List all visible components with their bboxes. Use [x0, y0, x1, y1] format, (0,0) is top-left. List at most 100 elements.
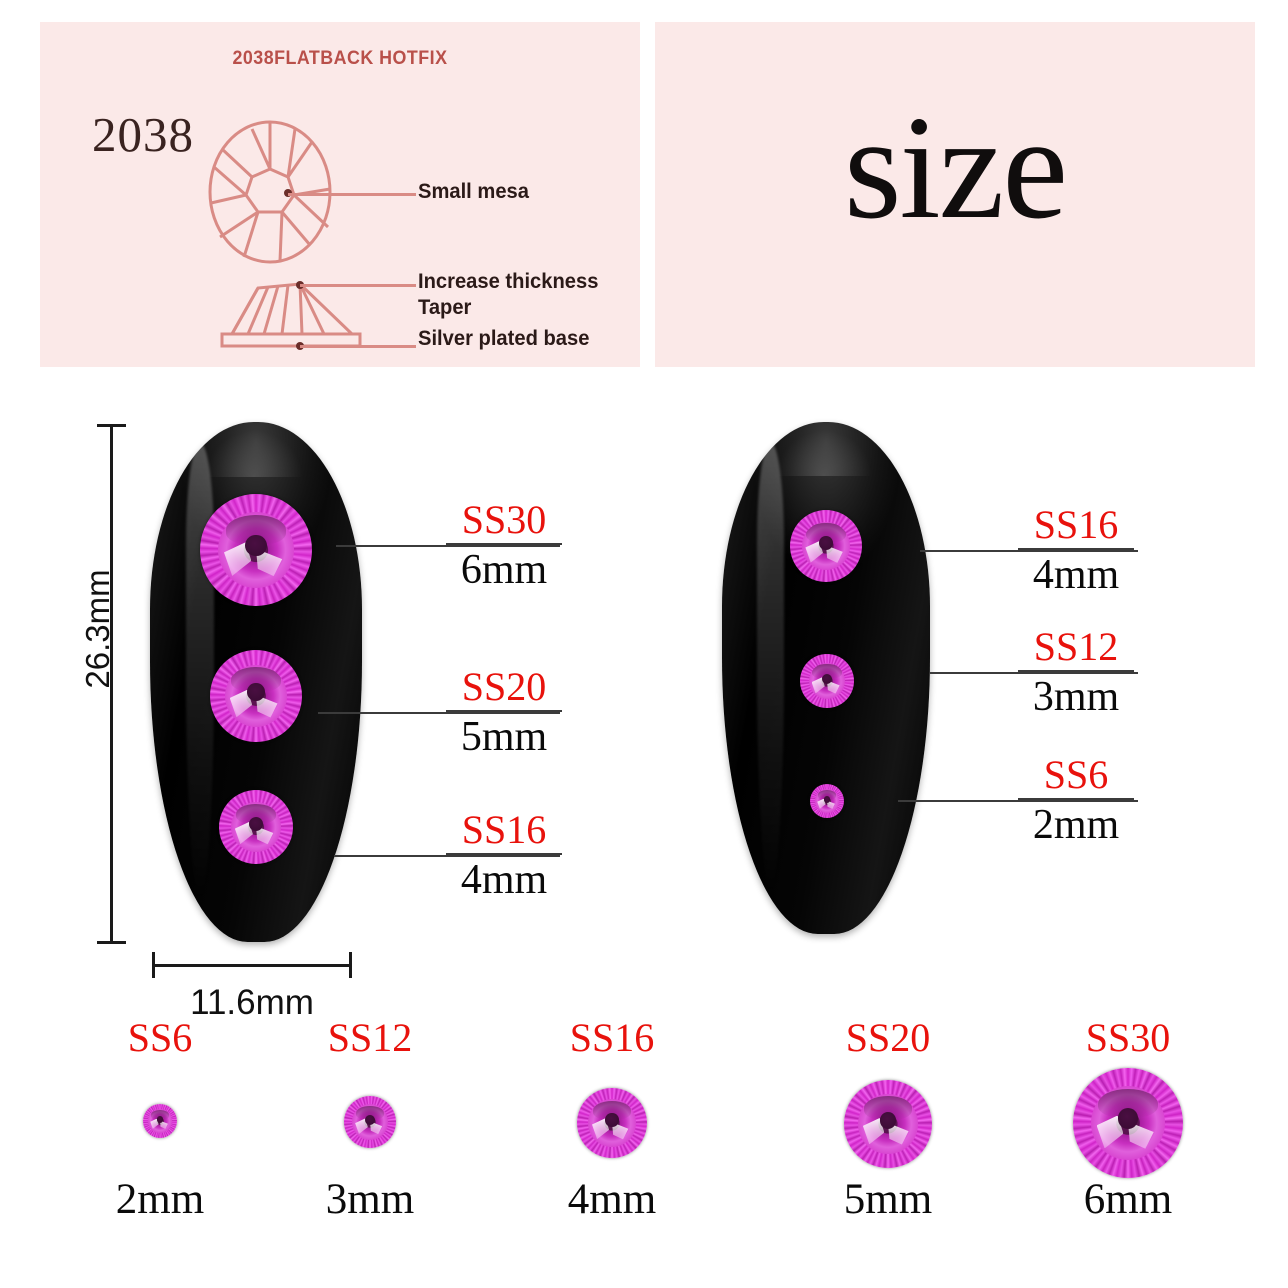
- nail-swatch-left: [150, 422, 362, 942]
- size-item-gem-slot: [60, 1058, 260, 1178]
- width-dimension-label: 11.6mm: [190, 983, 314, 1022]
- rhinestone-ss12: [344, 1096, 396, 1148]
- gem-core: [821, 673, 833, 684]
- rhinestone-ss30: [1073, 1068, 1183, 1178]
- gem-core: [248, 816, 264, 831]
- gem-facet-right: [159, 1120, 168, 1129]
- label-divider: [1018, 798, 1134, 800]
- stone-ss-code: SS12: [1033, 624, 1119, 669]
- size-item-mm-size: 5mm: [843, 1176, 933, 1223]
- gem-table: [230, 801, 282, 853]
- nail-highlight-streak: [186, 442, 214, 901]
- stone-label-left-ss20: SS20 5mm: [446, 667, 562, 758]
- callout-silver-plated-base: Silver plated base: [418, 327, 590, 350]
- gem-table: [588, 1099, 636, 1147]
- gem-shade: [817, 790, 837, 800]
- stone-label-left-ss16: SS16 4mm: [446, 810, 562, 901]
- gem-shade: [592, 1101, 631, 1121]
- leader-line-silver-base: [300, 345, 416, 348]
- size-item-ss30: SS30 6mm: [1028, 1018, 1228, 1221]
- stone-ss-code: SS16: [1033, 502, 1119, 547]
- rhinestone-ss20: [210, 650, 302, 742]
- width-dimension-cap-left: [152, 952, 155, 978]
- model-number: 2038: [92, 107, 194, 162]
- size-item-ss-code: SS12: [327, 1015, 413, 1060]
- gem-table: [217, 511, 295, 589]
- gem-table: [148, 1109, 172, 1133]
- height-dimension-label: 26.3mm: [79, 569, 116, 689]
- size-item-ss-code: SS20: [845, 1015, 931, 1060]
- panel-title: 2038FLATBACK HOTFIX: [232, 48, 448, 69]
- gem-core: [879, 1112, 897, 1129]
- size-item-ss20: SS20 5mm: [788, 1015, 988, 1223]
- stone-label-right-ss16: SS16 4mm: [1018, 505, 1134, 596]
- gem-core: [1117, 1108, 1139, 1129]
- callout-small-mesa: Small mesa: [418, 180, 529, 203]
- size-item-mm-size: 4mm: [567, 1176, 657, 1223]
- gem-shade: [812, 664, 842, 679]
- stone-mm-size: 6mm: [460, 547, 548, 593]
- gem-table: [858, 1094, 918, 1154]
- stone-ss-code: SS30: [461, 497, 547, 542]
- size-item-gem-slot: [788, 1058, 988, 1178]
- leader-line-left-ss20: [318, 712, 560, 714]
- size-item-ss-code: SS30: [1085, 1015, 1171, 1060]
- leader-line-right-ss12: [930, 672, 1138, 674]
- gem-core: [245, 534, 267, 557]
- leader-line-left-ss16: [334, 855, 560, 857]
- height-dimension-cap-top: [97, 424, 126, 427]
- gem-shade: [235, 803, 277, 824]
- stone-label-right-ss6: SS6 2mm: [1018, 755, 1134, 846]
- rhinestone-ss30: [200, 494, 312, 606]
- stone-mm-size: 3mm: [1032, 674, 1120, 720]
- label-divider: [446, 853, 562, 855]
- gem-table: [224, 664, 288, 728]
- leader-line-left-ss30: [336, 545, 560, 547]
- size-item-mm-size: 2mm: [115, 1176, 205, 1223]
- gem-core: [247, 683, 265, 701]
- rhinestone-ss12: [800, 654, 854, 708]
- label-divider: [446, 710, 562, 712]
- flatback-info-panel: 2038FLATBACK HOTFIX 2038 Small mesa: [40, 22, 640, 367]
- callout-taper: Taper: [418, 296, 472, 319]
- gem-core: [605, 1113, 619, 1127]
- height-dimension-cap-bottom: [97, 941, 126, 944]
- gem-facet-left: [150, 1118, 159, 1129]
- size-item-ss16: SS16 4mm: [512, 1018, 712, 1223]
- rhinestone-ss16: [790, 510, 862, 582]
- gem-facet-left: [817, 798, 826, 809]
- size-item-ss6: SS6 2mm: [60, 1015, 260, 1223]
- gem-shade: [150, 1110, 170, 1120]
- label-divider: [446, 543, 562, 545]
- stone-mm-size: 4mm: [460, 857, 548, 903]
- size-item-gem-slot: [512, 1058, 712, 1178]
- stone-ss-code: SS16: [461, 807, 547, 852]
- nail-top-gloss: [776, 429, 872, 476]
- leader-line-right-ss6: [898, 800, 1138, 802]
- label-divider: [1018, 548, 1134, 550]
- size-item-gem-slot: [1028, 1058, 1228, 1178]
- size-comparison-row: SS6 2mm SS12: [0, 1018, 1288, 1286]
- rhinestone-ss20: [844, 1080, 932, 1168]
- size-item-gem-slot: [270, 1058, 470, 1178]
- stone-label-right-ss12: SS12 3mm: [1018, 627, 1134, 718]
- gem-shade: [806, 523, 846, 544]
- leader-line-increase-thickness: [300, 284, 416, 287]
- size-heading-panel: size: [655, 22, 1255, 367]
- nail-highlight-streak: [757, 442, 785, 894]
- rhinestone-ss6: [143, 1104, 177, 1138]
- size-item-ss-code: SS6: [127, 1015, 193, 1060]
- stone-mm-size: 5mm: [460, 714, 548, 760]
- size-item-ss12: SS12 3mm: [270, 1015, 470, 1222]
- gem-core: [156, 1116, 164, 1123]
- leader-line-right-ss16: [920, 550, 1138, 552]
- gem-core: [823, 796, 831, 803]
- gem-core: [819, 536, 833, 550]
- nail-top-gloss: [205, 429, 303, 477]
- gem-table: [352, 1104, 388, 1140]
- stone-ss-code: SS6: [1043, 752, 1109, 797]
- rhinestone-ss6: [810, 784, 844, 818]
- rhinestone-side-view-diagram: [220, 281, 362, 350]
- stone-ss-code: SS20: [461, 664, 547, 709]
- gem-table: [815, 789, 839, 813]
